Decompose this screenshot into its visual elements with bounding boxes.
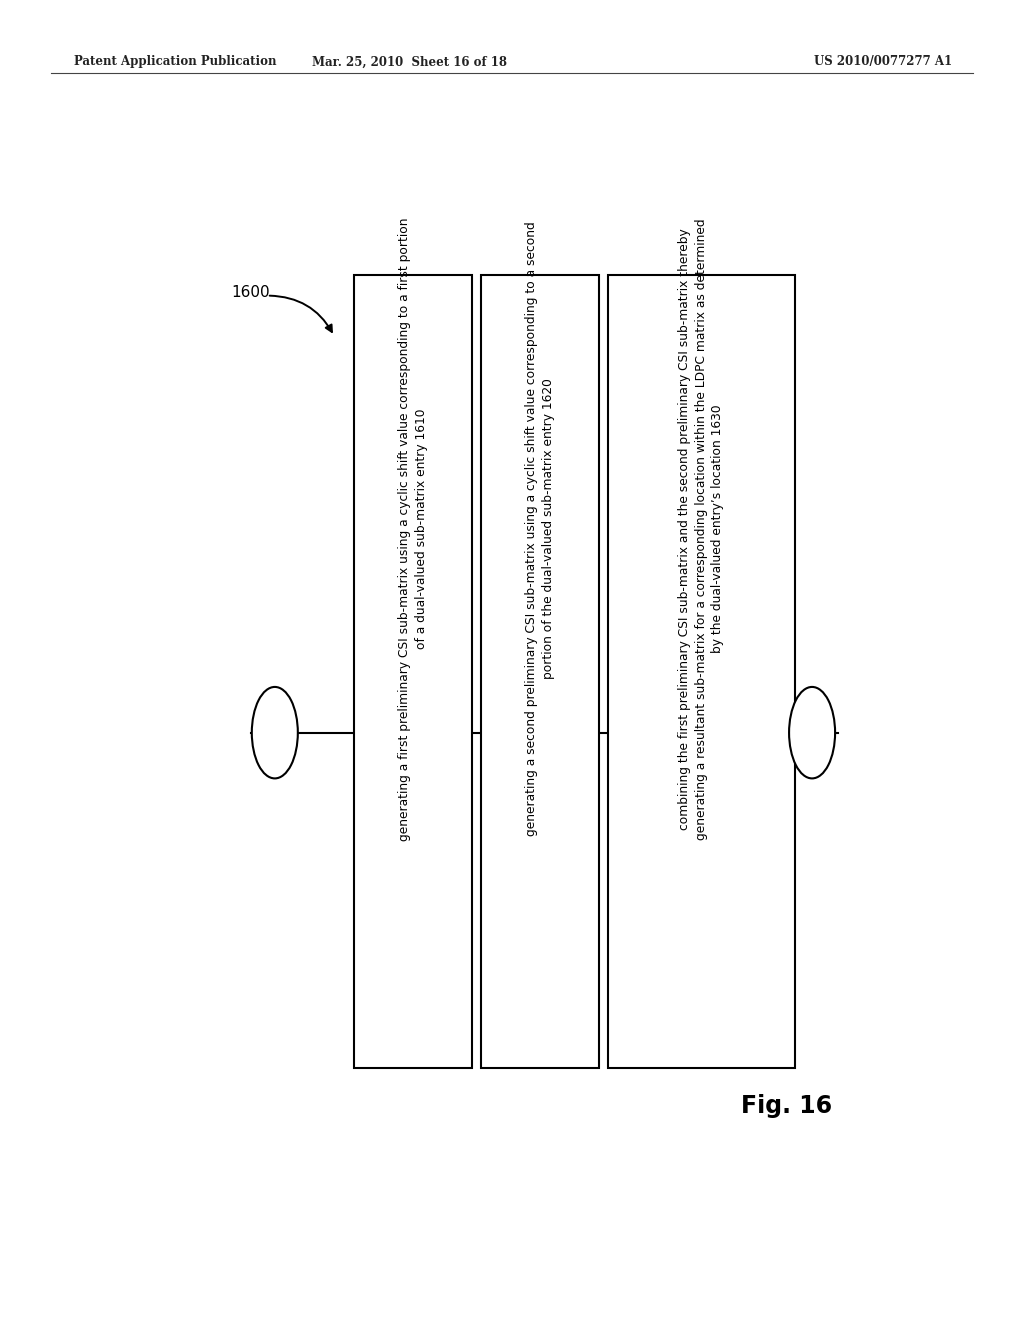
Text: Fig. 16: Fig. 16 <box>741 1094 833 1118</box>
Ellipse shape <box>252 686 298 779</box>
Text: 1600: 1600 <box>231 285 269 301</box>
Text: generating a second preliminary CSI sub-matrix using a cyclic shift value corres: generating a second preliminary CSI sub-… <box>525 222 555 837</box>
Bar <box>354 276 472 1068</box>
Text: US 2010/0077277 A1: US 2010/0077277 A1 <box>814 55 952 69</box>
Text: Patent Application Publication: Patent Application Publication <box>74 55 276 69</box>
Bar <box>608 276 795 1068</box>
Text: generating a first preliminary CSI sub-matrix using a cyclic shift value corresp: generating a first preliminary CSI sub-m… <box>398 218 428 841</box>
Ellipse shape <box>790 686 836 779</box>
Bar <box>481 276 599 1068</box>
Text: Mar. 25, 2010  Sheet 16 of 18: Mar. 25, 2010 Sheet 16 of 18 <box>312 55 507 69</box>
Text: combining the first preliminary CSI sub-matrix and the second preliminary CSI su: combining the first preliminary CSI sub-… <box>678 218 724 840</box>
